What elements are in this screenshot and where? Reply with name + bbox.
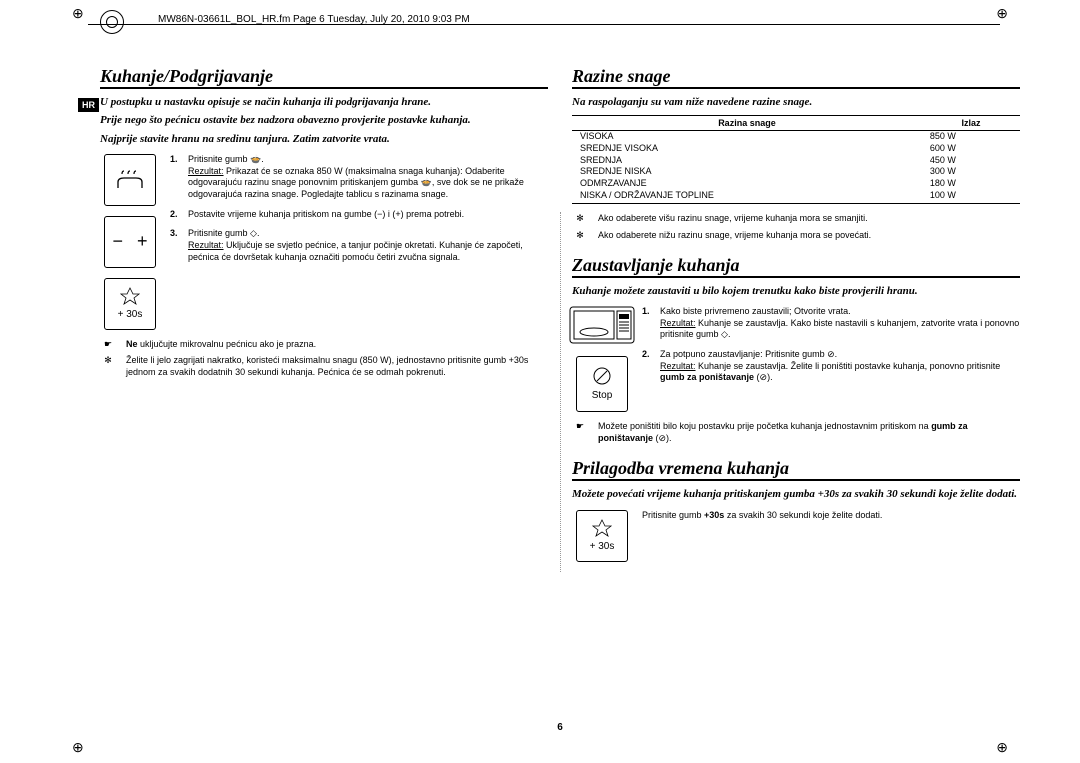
left-column: Kuhanje/Podgrijavanje U postupku u nasta…	[100, 52, 548, 733]
result-label: Rezultat:	[188, 166, 224, 176]
stop-note: ☛ Možete poništiti bilo koju postavku pr…	[572, 420, 1020, 444]
step-3: 3. Pritisnite gumb ◇. Rezultat: Uključuj…	[170, 228, 548, 263]
column-divider	[560, 212, 561, 572]
stop-step-2: 2. Za potpuno zaustavljanje: Pritisnite …	[642, 349, 1020, 384]
stop-icons: Stop	[572, 306, 632, 412]
page-number: 6	[557, 722, 563, 733]
adjust-block: + 30s Pritisnite gumb +30s za svakih 30 …	[572, 510, 1020, 562]
power-notes: ✻ Ako odaberete višu razinu snage, vrijem…	[572, 212, 1020, 240]
step-body: Pritisnite gumb 🍲.	[188, 154, 264, 164]
microwave-icon	[569, 306, 635, 346]
stop-steps: Stop 1. Kako biste privremeno zaustavili…	[572, 306, 1020, 412]
step-num: 3.	[170, 228, 182, 263]
note-body: Želite li jelo zagrijati nakratko, koris…	[126, 354, 548, 378]
heading-cooking: Kuhanje/Podgrijavanje	[100, 66, 548, 89]
step-num: 2.	[642, 349, 654, 384]
cropmark-bl: ⊕	[72, 740, 84, 757]
step-icons: − + + 30s	[100, 154, 160, 330]
cell: 300 W	[922, 166, 1020, 178]
stop-button-icon: Stop	[576, 356, 628, 412]
minus-icon: −	[112, 230, 123, 253]
plus30s-label: + 30s	[118, 308, 143, 321]
note-body: Ako odaberete nižu razinu snage, vrijeme…	[598, 229, 871, 241]
stop-label: Stop	[592, 389, 613, 402]
result-body: Kuhanje se zaustavlja. Želite li poništi…	[698, 361, 1000, 371]
star-icon: ✻	[572, 229, 588, 241]
th-output: Izlaz	[922, 116, 1020, 131]
cell: 450 W	[922, 155, 1020, 167]
step-num: 1.	[170, 154, 182, 201]
adjust-body: Pritisnite gumb +30s za svakih 30 sekund…	[642, 510, 882, 520]
cell: SREDNJA	[572, 155, 922, 167]
step-body: Kako biste privremeno zaustavili; Otvori…	[660, 306, 851, 316]
bold: +30s	[704, 510, 724, 520]
result-body: Prikazat će se oznaka 850 W (maksimalna …	[188, 166, 524, 199]
step-1: 1. Pritisnite gumb 🍲. Rezultat: Prikazat…	[170, 154, 548, 201]
intro-3: Najprije stavite hranu na sredinu tanjur…	[100, 132, 548, 146]
intro-1: U postupku u nastavku opisuje se način k…	[100, 95, 548, 109]
plus-icon: +	[137, 230, 148, 253]
cell: NISKA / ODRŽAVANJE TOPLINE	[572, 190, 922, 204]
stop-intro: Kuhanje možete zaustaviti u bilo kojem t…	[572, 284, 1020, 298]
tail: (⊘).	[754, 372, 773, 382]
result-label: Rezultat:	[188, 240, 224, 250]
cell: 180 W	[922, 178, 1020, 190]
result-body: Kuhanje se zaustavlja. Kako biste nastav…	[660, 318, 1019, 340]
plus-minus-icon: − +	[104, 216, 156, 268]
step-body: Pritisnite gumb ◇.	[188, 228, 259, 238]
left-notes: ☛ Ne uključujte mikrovalnu pećnicu ako j…	[100, 338, 548, 378]
header-ornament	[94, 4, 130, 40]
step-body: Postavite vrijeme kuhanja pritiskom na g…	[188, 209, 464, 219]
plus30s-icon: + 30s	[576, 510, 628, 562]
power-table: Razina snageIzlaz VISOKA850 W SREDNJE VI…	[572, 115, 1020, 204]
step-body: Za potpuno zaustavljanje: Pritisnite gum…	[660, 349, 837, 359]
cropmark-tl: ⊕	[72, 6, 84, 23]
cell: VISOKA	[572, 131, 922, 143]
plus30s-label: + 30s	[590, 540, 615, 553]
power-intro: Na raspolaganju su vam niže navedene raz…	[572, 95, 1020, 109]
header-rule	[88, 24, 1000, 25]
lang-tag: HR	[78, 98, 99, 112]
note-2: ✻ Želite li jelo zagrijati nakratko, kor…	[100, 354, 548, 378]
cell: ODMRZAVANJE	[572, 178, 922, 190]
note-body-2: (⊘).	[653, 433, 672, 443]
microwave-mode-icon	[104, 154, 156, 206]
star-icon: ✻	[572, 212, 588, 224]
bold-tail: gumb za poništavanje	[660, 372, 754, 382]
cell: SREDNJE NISKA	[572, 166, 922, 178]
steps-block: − + + 30s 1. Pritisnite gumb 🍲. Rezultat…	[100, 154, 548, 330]
step-texts: 1. Pritisnite gumb 🍲. Rezultat: Prikazat…	[170, 154, 548, 330]
th-level: Razina snage	[572, 116, 922, 131]
result-label: Rezultat:	[660, 318, 696, 328]
heading-stop: Zaustavljanje kuhanja	[572, 255, 1020, 278]
note-1: ☛ Ne uključujte mikrovalnu pećnicu ako j…	[100, 338, 548, 350]
hand-icon: ☛	[100, 338, 116, 350]
heading-adjust: Prilagodba vremena kuhanja	[572, 458, 1020, 481]
step-num: 2.	[170, 209, 182, 221]
intro-2: Prije nego što pećnicu ostavite bez nadz…	[100, 113, 548, 127]
hand-icon: ☛	[572, 420, 588, 444]
step-2: 2. Postavite vrijeme kuhanja pritiskom n…	[170, 209, 548, 221]
adjust-intro: Možete povećati vrijeme kuhanja pritiska…	[572, 487, 1020, 501]
page-content: HR Kuhanje/Podgrijavanje U postupku u na…	[100, 52, 1020, 733]
cell: SREDNJE VISOKA	[572, 143, 922, 155]
note-body-1: Možete poništiti bilo koju postavku prij…	[598, 421, 931, 431]
cell: 600 W	[922, 143, 1020, 155]
heading-power: Razine snage	[572, 66, 1020, 89]
cropmark-tr: ⊕	[996, 6, 1008, 23]
right-column: Razine snage Na raspolaganju su vam niže…	[572, 52, 1020, 733]
cell: 100 W	[922, 190, 1020, 204]
note-body: Ako odaberete višu razinu snage, vrijeme…	[598, 212, 868, 224]
cell: 850 W	[922, 131, 1020, 143]
note-bold: Ne	[126, 339, 138, 349]
plus30s-icon: + 30s	[104, 278, 156, 330]
result-label: Rezultat:	[660, 361, 696, 371]
stop-step-1: 1. Kako biste privremeno zaustavili; Otv…	[642, 306, 1020, 341]
star-icon: ✻	[100, 354, 116, 378]
result-body: Uključuje se svjetlo pećnice, a tanjur p…	[188, 240, 523, 262]
step-num: 1.	[642, 306, 654, 341]
note-body: uključujte mikrovalnu pećnicu ako je pra…	[138, 339, 317, 349]
cropmark-br: ⊕	[996, 740, 1008, 757]
